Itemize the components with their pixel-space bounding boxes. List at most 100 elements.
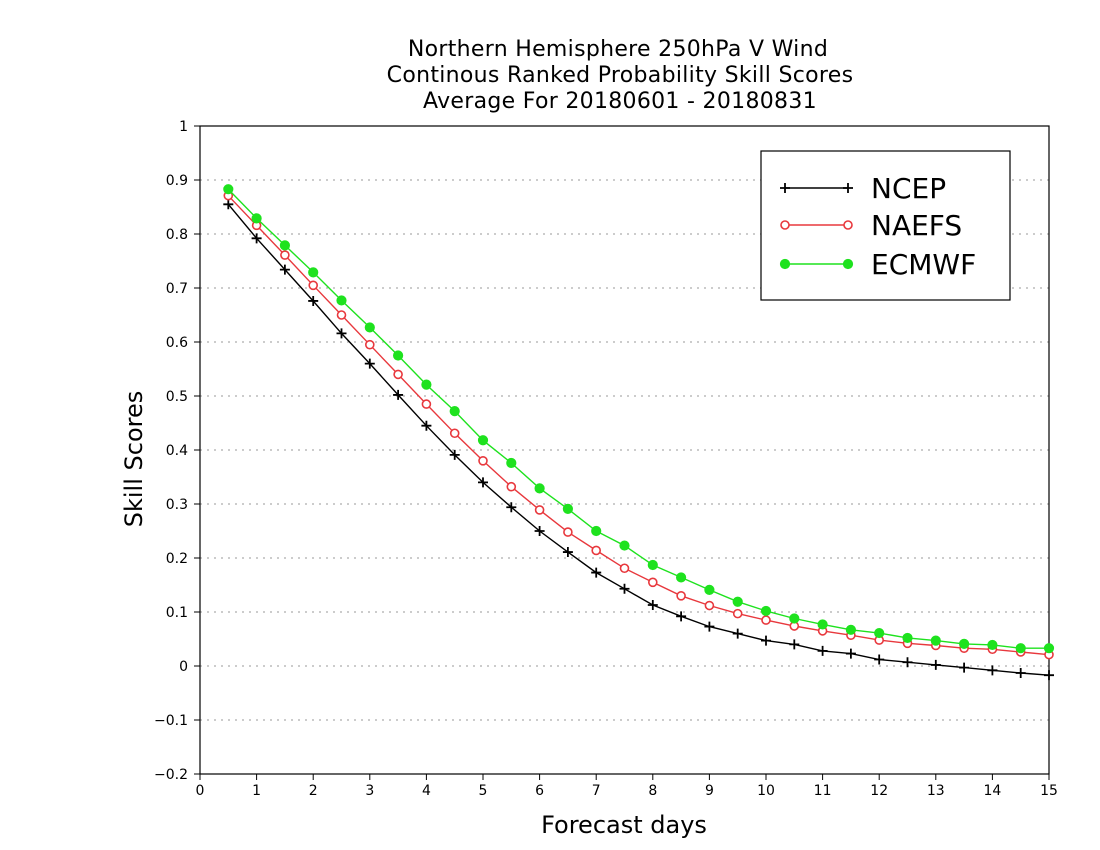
data-point <box>843 220 853 230</box>
y-tick-label: 1 <box>179 119 188 135</box>
data-point <box>449 406 460 417</box>
data-point <box>478 455 488 466</box>
data-point <box>591 545 602 556</box>
data-point <box>336 310 347 320</box>
legend-label: ECMWF <box>871 248 976 281</box>
x-tick-label: 11 <box>814 783 832 799</box>
y-tick-label: 0.1 <box>166 605 188 621</box>
data-point <box>534 505 545 515</box>
x-tick-label: 6 <box>535 783 544 799</box>
data-point <box>987 639 998 651</box>
data-point <box>279 264 290 275</box>
data-point <box>534 526 545 536</box>
data-point <box>761 635 771 646</box>
data-point <box>676 590 686 601</box>
series-ncep <box>223 199 1054 681</box>
data-point <box>421 420 432 431</box>
x-tick-label: 5 <box>479 783 488 799</box>
data-point <box>280 250 290 260</box>
data-point <box>789 639 800 650</box>
data-point <box>591 525 602 537</box>
data-point <box>534 483 545 494</box>
y-tick-label: 0.6 <box>166 335 188 351</box>
data-point <box>704 600 715 611</box>
data-point <box>308 267 319 278</box>
data-point <box>1044 670 1054 681</box>
data-point <box>562 503 574 514</box>
data-point <box>959 662 970 673</box>
data-point <box>732 596 743 607</box>
chart-title-line-1: Northern Hemisphere 250hPa V Wind <box>407 37 829 62</box>
data-point <box>817 619 828 630</box>
legend: NCEP NAEFS ECMWF <box>760 150 1011 301</box>
x-tick-label: 8 <box>648 783 657 799</box>
x-tick-label: 2 <box>309 783 318 799</box>
x-tick-label: 12 <box>870 783 888 799</box>
chart-title-line-3: Average For 20180601 - 20180831 <box>423 89 817 114</box>
y-tick-label: 0.3 <box>166 497 188 513</box>
data-point <box>223 184 234 195</box>
legend-entry-ecmwf: ECMWF <box>779 248 976 281</box>
series-group <box>223 184 1055 681</box>
data-point <box>732 608 743 619</box>
x-tick-label: 3 <box>365 783 374 799</box>
data-point <box>987 665 998 676</box>
data-point <box>393 350 404 361</box>
legend-entry-ncep: NCEP <box>780 172 946 205</box>
x-tick-label: 1 <box>252 783 261 799</box>
data-point <box>477 435 489 446</box>
data-point <box>223 199 234 210</box>
data-point <box>760 605 772 617</box>
data-point <box>1043 643 1055 654</box>
x-tick-label: 10 <box>757 783 775 799</box>
series-ecmwf <box>223 184 1055 654</box>
data-point <box>647 577 658 588</box>
data-point <box>843 183 853 193</box>
data-point <box>421 379 432 390</box>
data-point <box>959 638 970 649</box>
data-point <box>449 449 460 460</box>
x-tick-label: 4 <box>422 783 431 799</box>
legend-entry-naefs: NAEFS <box>780 209 962 242</box>
data-point <box>845 648 856 659</box>
data-point <box>364 339 375 350</box>
data-point <box>874 654 885 665</box>
y-tick-label: 0 <box>179 659 188 675</box>
data-point <box>308 295 319 306</box>
data-point <box>563 527 573 537</box>
data-point <box>845 624 857 635</box>
data-point <box>506 481 517 492</box>
data-point <box>930 635 941 646</box>
y-axis-label: Skill Scores <box>120 391 148 528</box>
data-point <box>308 280 319 291</box>
x-tick-label: 14 <box>983 783 1001 799</box>
x-tick-label: 0 <box>196 783 205 799</box>
data-point <box>647 599 658 610</box>
axes: −0.2−0.100.10.20.30.40.50.60.70.80.910 1 2… <box>154 119 1058 799</box>
data-point <box>1015 668 1026 679</box>
data-point <box>336 295 347 306</box>
data-point <box>279 240 290 251</box>
data-point <box>393 389 404 400</box>
y-tick-label: 0.4 <box>166 443 188 459</box>
data-point <box>251 233 262 244</box>
data-point <box>732 628 743 639</box>
data-point <box>704 621 715 632</box>
data-point <box>842 258 854 270</box>
data-point <box>789 613 800 624</box>
chart-title-line-2: Continous Ranked Probability Skill Score… <box>386 63 854 88</box>
data-point <box>449 428 460 439</box>
data-point <box>647 559 658 571</box>
data-point <box>676 611 687 622</box>
y-tick-label: 0.5 <box>166 389 188 405</box>
data-point <box>761 615 771 625</box>
data-point <box>478 477 488 488</box>
data-point <box>251 213 262 224</box>
data-point <box>676 572 687 583</box>
legend-label: NCEP <box>871 172 946 205</box>
data-point <box>506 457 517 469</box>
legend-label: NAEFS <box>871 209 962 242</box>
x-tick-label: 7 <box>592 783 601 799</box>
data-point <box>562 547 573 558</box>
